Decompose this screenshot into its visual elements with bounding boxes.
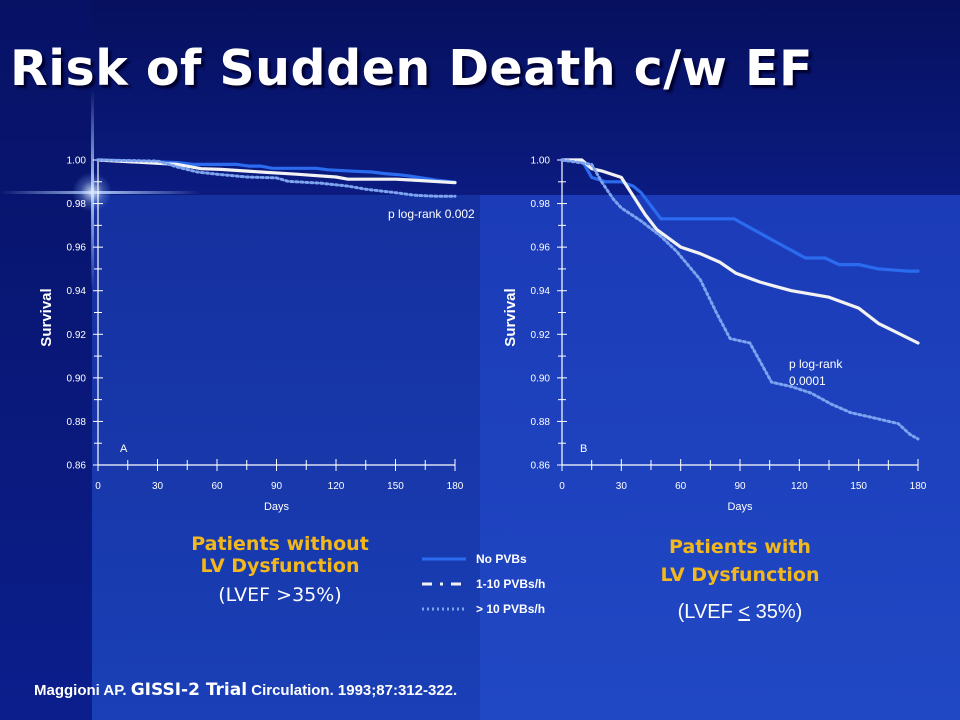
legend-label-gt10-pvbs: > 10 PVBs/h bbox=[476, 602, 546, 616]
panel-b-xtick-label: 180 bbox=[910, 481, 927, 492]
panel-b-ytick-label: 0.96 bbox=[531, 243, 551, 254]
panel-a-xtick-label: 180 bbox=[447, 481, 464, 492]
panel-b-letter: B bbox=[580, 443, 587, 455]
panel-b-ytick-label: 0.90 bbox=[531, 373, 551, 384]
panel-b-ytick-label: 0.94 bbox=[531, 286, 551, 297]
right-caption-lvef: (LVEF < 35%) bbox=[625, 601, 855, 624]
panel-a-series-no-pvbs bbox=[96, 158, 457, 184]
panel-b-xtick-label: 30 bbox=[616, 481, 628, 492]
panel-a-series-10-pvbs-h bbox=[96, 158, 457, 198]
left-caption: Patients without LV Dysfunction bbox=[160, 533, 400, 577]
legend-swatch-1-10-pvbs bbox=[422, 582, 466, 586]
legend-label-no-pvbs: No PVBs bbox=[476, 552, 527, 566]
legend-swatch-no-pvbs bbox=[422, 557, 466, 561]
panel-a-ylabel: Survival bbox=[38, 288, 55, 346]
right-panel-background bbox=[480, 195, 960, 720]
panel-a-ytick-label: 1.00 bbox=[67, 156, 87, 167]
panel-a-annotation: p log-rank 0.002 bbox=[388, 207, 475, 221]
panel-b-series-1-10-pvbs-h bbox=[560, 158, 920, 345]
panel-b-ytick-label: 0.92 bbox=[531, 330, 551, 341]
panel-b-xtick-label: 120 bbox=[791, 481, 808, 492]
panel-b-xlabel: Days bbox=[727, 501, 753, 513]
panel-a-xtick-label: 60 bbox=[211, 481, 223, 492]
panel-b-ytick-label: 0.86 bbox=[531, 461, 551, 472]
panel-a-ytick-label: 0.88 bbox=[67, 417, 87, 428]
panel-a-ytick-label: 0.86 bbox=[67, 461, 87, 472]
citation-trial: GISSI-2 Trial bbox=[130, 680, 248, 700]
right-caption: Patients with LV Dysfunction bbox=[625, 533, 855, 589]
left-caption-lvef: (LVEF >35%) bbox=[218, 584, 342, 606]
panel-a-xtick-label: 150 bbox=[387, 481, 404, 492]
legend-item-no-pvbs: No PVBs bbox=[422, 549, 527, 569]
panel-b-series-no-pvbs bbox=[560, 158, 920, 273]
legend-item-1-10-pvbs: 1-10 PVBs/h bbox=[422, 574, 545, 594]
panel-a-xtick-label: 30 bbox=[152, 481, 164, 492]
right-caption-line1: Patients with bbox=[669, 536, 811, 558]
legend-item-gt10-pvbs: > 10 PVBs/h bbox=[422, 599, 545, 619]
panel-a-xlabel: Days bbox=[264, 501, 290, 513]
right-caption-lvef-pre: (LVEF bbox=[677, 601, 739, 623]
legend-label-1-10-pvbs: 1-10 PVBs/h bbox=[476, 577, 546, 591]
right-caption-line2: LV Dysfunction bbox=[660, 564, 820, 586]
panel-b-xtick-label: 0 bbox=[559, 481, 565, 492]
panel-b-series-10-pvbs-h bbox=[560, 158, 920, 441]
panel-a-xtick-label: 90 bbox=[271, 481, 283, 492]
light-flare-glow bbox=[72, 172, 112, 212]
legend-swatch-gt10-pvbs bbox=[422, 607, 466, 611]
right-caption-lvef-lt: < bbox=[738, 601, 751, 623]
panel-a-ytick-label: 0.92 bbox=[67, 330, 87, 341]
slide-title: Risk of Sudden Death c/w EF bbox=[10, 40, 813, 97]
slide-left-band bbox=[0, 0, 92, 720]
citation-footer: Maggioni AP. GISSI-2 Trial Circulation. … bbox=[34, 680, 457, 700]
left-caption-line1: Patients without bbox=[191, 533, 369, 555]
right-caption-lvef-post: 35%) bbox=[750, 601, 803, 623]
panel-b-xtick-label: 90 bbox=[734, 481, 746, 492]
panel-b-ylabel: Survival bbox=[502, 288, 519, 346]
panel-b-xtick-label: 150 bbox=[850, 481, 867, 492]
panel-b-ytick-label: 1.00 bbox=[531, 156, 551, 167]
panel-a-ytick-label: 0.94 bbox=[67, 286, 87, 297]
panel-b-xtick-label: 60 bbox=[675, 481, 687, 492]
panel-a-xtick-label: 120 bbox=[328, 481, 345, 492]
panel-a-ytick-label: 0.96 bbox=[67, 243, 87, 254]
panel-a-ytick-label: 0.98 bbox=[67, 199, 87, 210]
panel-a-xtick-label: 0 bbox=[95, 481, 101, 492]
citation-author: Maggioni AP. bbox=[34, 682, 127, 699]
left-caption-line2: LV Dysfunction bbox=[200, 555, 360, 577]
panel-a-ytick-label: 0.90 bbox=[67, 373, 87, 384]
left-panel-background bbox=[92, 195, 480, 720]
citation-reference: Circulation. 1993;87:312-322. bbox=[251, 682, 458, 699]
panel-b-ytick-label: 0.88 bbox=[531, 417, 551, 428]
panel-b-ytick-label: 0.98 bbox=[531, 199, 551, 210]
panel-a-letter: A bbox=[120, 443, 128, 455]
panel-b-annotation: p log-rank 0.0001 bbox=[789, 357, 843, 388]
